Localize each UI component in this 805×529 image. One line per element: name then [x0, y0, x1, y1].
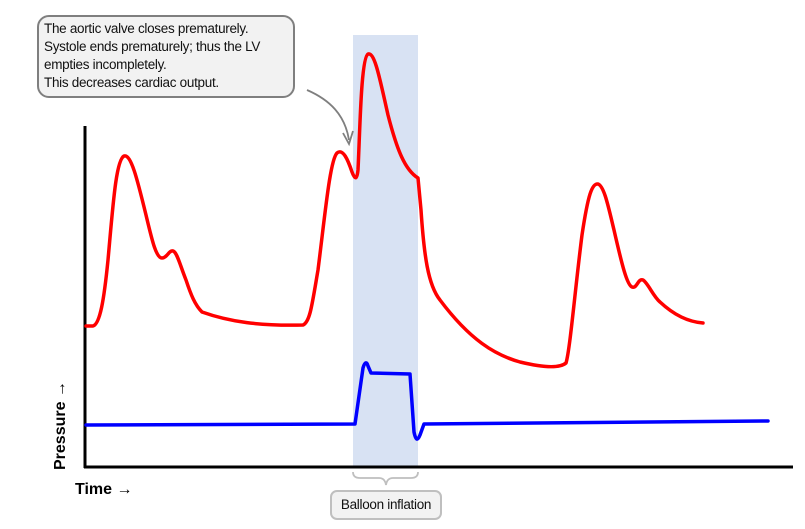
callout-line: This decreases cardiac output. — [44, 75, 219, 90]
arrow-head-icon — [342, 130, 354, 147]
aortic-pressure-curve — [84, 52, 705, 369]
callout-line: empties incompletely. — [44, 57, 167, 72]
callout-connector — [306, 89, 350, 141]
balloon-pressure-curve — [84, 361, 770, 441]
callout-note: The aortic valve closes prematurely. Sys… — [37, 15, 295, 98]
callout-line: The aortic valve closes prematurely. — [44, 21, 249, 36]
balloon-inflation-label: Balloon inflation — [330, 490, 442, 520]
inflation-bracket — [352, 471, 419, 486]
x-axis-label: Time → — [75, 481, 133, 498]
callout-line: Systole ends prematurely; thus the LV — [44, 39, 261, 54]
y-axis-label: Pressure → — [52, 381, 69, 470]
